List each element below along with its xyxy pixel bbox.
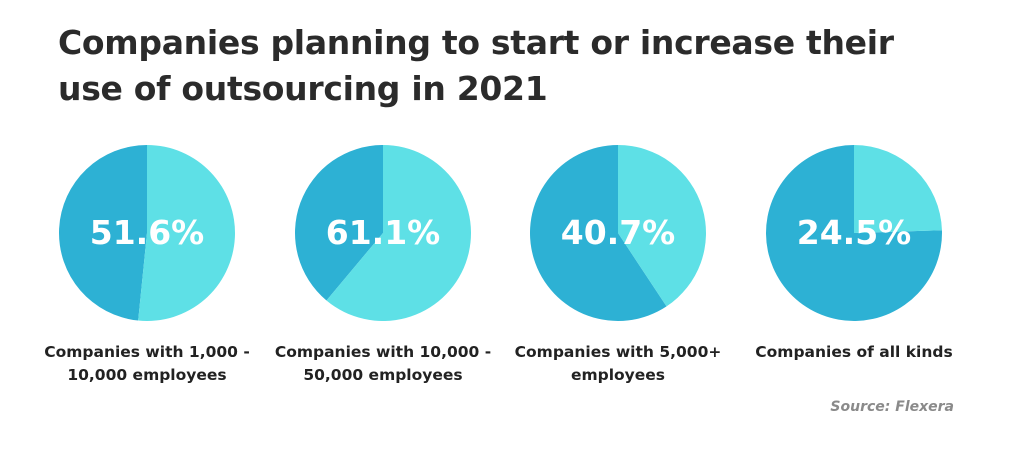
pie-chart-4: 24.5% Companies of all kinds [739, 143, 969, 393]
category-label: Companies with 5,000+ employees [514, 343, 722, 384]
pie-graphic [58, 145, 235, 321]
percent-label: 40.7% [560, 213, 676, 252]
pie-graphic [766, 145, 942, 321]
category-label: Companies with 10,000 - 50,000 employees [274, 343, 492, 384]
pie-slice-remainder [295, 145, 383, 301]
chart-title: Companies planning to start or increase … [58, 23, 894, 108]
source-note: Source: Flexera [830, 399, 954, 415]
pie-graphic [295, 145, 471, 321]
pie-graphic [530, 145, 706, 321]
percent-label: 24.5% [796, 213, 912, 252]
percent-label: 61.1% [325, 213, 441, 252]
category-label: Companies of all kinds [755, 343, 953, 361]
pie-slice-value [326, 145, 471, 321]
pie-slice-value [854, 145, 942, 233]
pie-slice-remainder [530, 145, 667, 321]
pie-slice-remainder [58, 145, 147, 321]
percent-label: 51.6% [89, 213, 205, 252]
pie-chart-1: 51.6% Companies with 1,000 - 10,000 empl… [32, 143, 262, 393]
pie-chart-2: 61.1% Companies with 10,000 - 50,000 emp… [268, 143, 498, 393]
category-label: Companies with 1,000 - 10,000 employees [44, 343, 250, 384]
pie-slice-value [138, 145, 235, 321]
pie-chart-3: 40.7% Companies with 5,000+ employees [503, 143, 733, 393]
pie-slice-value [618, 145, 706, 307]
